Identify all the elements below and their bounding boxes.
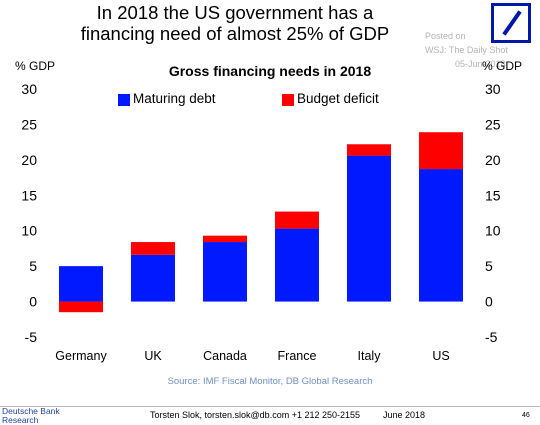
y-tick-label-left: 15	[21, 187, 37, 203]
bar-deficit-france	[275, 211, 319, 229]
footer-date: June 2018	[383, 410, 426, 420]
y-tick-label-right: -5	[485, 329, 498, 345]
bar-maturing-germany	[59, 266, 103, 302]
brand-line-2: Research	[2, 415, 39, 425]
y-tick-label-right: 10	[485, 223, 501, 239]
footer-divider	[0, 406, 540, 407]
x-tick-label: US	[432, 349, 449, 363]
y-tick-label-left: 20	[21, 152, 37, 168]
y-tick-label-left: 0	[29, 294, 37, 310]
legend-label-deficit: Budget deficit	[297, 91, 379, 106]
page-number: 46	[522, 412, 530, 419]
bar-deficit-italy	[347, 144, 391, 156]
legend-label-maturing: Maturing debt	[133, 91, 216, 106]
x-tick-label: Italy	[358, 349, 382, 363]
bar-deficit-us	[419, 132, 463, 170]
legend-swatch-deficit	[282, 94, 294, 106]
headline: In 2018 the US government has a financin…	[70, 2, 400, 44]
y-tick-label-left: 10	[21, 223, 37, 239]
bar-maturing-uk	[131, 254, 175, 302]
y-tick-label-right: 30	[485, 81, 501, 97]
bar-maturing-canada	[203, 242, 247, 302]
bar-deficit-canada	[203, 235, 247, 243]
legend-swatch-maturing	[118, 94, 130, 106]
footer-author: Torsten Slok, torsten.slok@db.com +1 212…	[150, 410, 361, 420]
bar-maturing-italy	[347, 155, 391, 302]
x-tick-label: France	[278, 349, 317, 363]
watermark-line-2: WSJ: The Daily Shot	[425, 45, 508, 55]
y-tick-label-left: 30	[21, 81, 37, 97]
y-tick-label-left: 5	[29, 258, 37, 274]
y-axis-label-left: % GDP	[15, 59, 56, 73]
x-tick-label: UK	[144, 349, 162, 363]
bar-maturing-us	[419, 169, 463, 302]
chart-title: Gross financing needs in 2018	[168, 63, 372, 79]
y-tick-label-left: -5	[25, 329, 38, 345]
y-tick-label-right: 5	[485, 258, 493, 274]
y-tick-label-right: 25	[485, 116, 501, 132]
x-tick-label: Germany	[55, 349, 107, 363]
deutsche-bank-logo-icon	[491, 3, 531, 43]
bar-maturing-france	[275, 228, 319, 302]
bar-deficit-uk	[131, 242, 175, 255]
x-tick-label: Canada	[203, 349, 247, 363]
headline-line-1: In 2018 the US government has a	[96, 2, 374, 23]
y-axis-label-right: % GDP	[482, 59, 523, 73]
watermark: Posted on WSJ: The Daily Shot 05-Jun-201…	[425, 29, 508, 71]
watermark-line-1: Posted on	[425, 31, 466, 41]
headline-line-2: financing need of almost 25% of GDP	[80, 23, 390, 44]
footer-brand: Deutsche Bank Research	[2, 407, 60, 425]
y-tick-label-left: 25	[21, 116, 37, 132]
source-note: Source: IMF Fiscal Monitor, DB Global Re…	[167, 376, 373, 387]
brand-line-1: Deutsche Bank	[2, 406, 60, 416]
bar-deficit-germany	[59, 301, 103, 313]
y-tick-label-right: 0	[485, 294, 493, 310]
y-tick-label-right: 15	[485, 187, 501, 203]
y-tick-label-right: 20	[485, 152, 501, 168]
watermark-line-3: 05-Jun-2018	[455, 59, 506, 69]
